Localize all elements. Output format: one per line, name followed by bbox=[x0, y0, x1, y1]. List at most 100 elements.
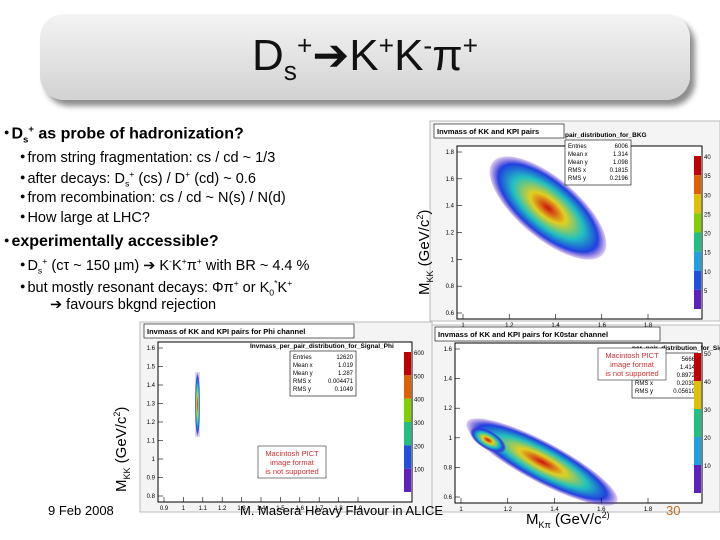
notice-text: is not supported bbox=[265, 467, 318, 476]
x-tick-label: 1.6 bbox=[598, 323, 607, 329]
notice-text: image format bbox=[610, 360, 655, 369]
stats-value: 0.1815 bbox=[610, 168, 629, 174]
y-tick-label: 1.6 bbox=[444, 347, 453, 353]
stats-label: Entries bbox=[293, 355, 312, 361]
color-scale bbox=[404, 398, 411, 422]
stats-value: 12620 bbox=[336, 355, 353, 361]
z-tick-label: 500 bbox=[414, 374, 425, 380]
sub-bullet: but mostly resonant decays: Φπ+ or K0*K+ bbox=[20, 278, 292, 298]
stats-value: 1.414 bbox=[680, 365, 696, 371]
stats-label: Mean x bbox=[293, 363, 313, 369]
stats-value: 0.2196 bbox=[610, 176, 629, 182]
stats-value: 0.004471 bbox=[328, 379, 354, 385]
stats-label: Mean y bbox=[568, 160, 588, 166]
stats-value: 0.8972 bbox=[677, 373, 696, 379]
page-number: 30 bbox=[666, 503, 681, 518]
stats-box bbox=[289, 350, 357, 397]
x-tick-label: 1.4 bbox=[257, 506, 266, 512]
y-tick-label: 1 bbox=[152, 457, 156, 463]
z-tick-label: 100 bbox=[414, 468, 425, 474]
footer-author: M. Masera Heavy Flavour in ALICE bbox=[240, 503, 444, 518]
color-scale bbox=[694, 381, 701, 409]
stats-value: 0.05619 bbox=[673, 389, 695, 395]
z-tick-label: 35 bbox=[704, 174, 711, 180]
notice-box bbox=[257, 445, 327, 479]
x-tick-label: 1.4 bbox=[550, 507, 559, 513]
stats-value: 5666 bbox=[682, 357, 696, 363]
stats-value: 1.287 bbox=[338, 371, 354, 377]
z-tick-label: 30 bbox=[704, 408, 711, 414]
x-tick-label: 1.8 bbox=[334, 506, 343, 512]
color-scale bbox=[694, 465, 701, 493]
stats-value: 6006 bbox=[615, 144, 629, 150]
x-tick-label: 1.9 bbox=[354, 506, 363, 512]
stats-label: RMS x bbox=[568, 168, 586, 174]
y-tick-label: 1.1 bbox=[147, 439, 156, 445]
color-scale bbox=[404, 468, 411, 492]
sub-bullet: Ds+ (cτ ~ 150 μm) ➔ K-K+π+ with BR ~ 4.4… bbox=[20, 256, 309, 276]
footer-date: 9 Feb 2008 bbox=[48, 503, 114, 518]
color-scale bbox=[694, 251, 701, 271]
color-scale bbox=[694, 175, 701, 195]
z-tick-label: 10 bbox=[704, 270, 711, 276]
sub-bullet: How large at LHC? bbox=[20, 210, 150, 226]
stats-label: RMS y bbox=[293, 387, 311, 393]
stats-label: Mean y bbox=[293, 371, 313, 377]
slide-title: Ds+➔K+K-π+ bbox=[252, 30, 478, 86]
notice-text: image format bbox=[270, 458, 315, 467]
x-tick-label: 1.5 bbox=[276, 506, 285, 512]
y-tick-label: 0.6 bbox=[444, 495, 453, 501]
z-tick-label: 50 bbox=[704, 352, 711, 358]
stats-label: RMS x bbox=[293, 379, 311, 385]
y-tick-label: 1.2 bbox=[444, 406, 453, 412]
stats-label: Entries bbox=[568, 144, 587, 150]
y-tick-label: 1 bbox=[449, 436, 453, 442]
x-tick-label: 1 bbox=[182, 506, 186, 512]
x-tick-label: 0.9 bbox=[160, 506, 169, 512]
color-scale bbox=[694, 232, 701, 252]
y-tick-label: 1.5 bbox=[147, 365, 156, 371]
x-tick-label: 1.4 bbox=[551, 323, 560, 329]
z-tick-label: 400 bbox=[414, 398, 425, 404]
color-scale bbox=[694, 353, 701, 381]
y-tick-label: 0.8 bbox=[444, 465, 453, 471]
z-tick-label: 40 bbox=[704, 155, 711, 161]
plot-title: Invmass of KK and KPI pairs bbox=[437, 127, 539, 136]
sub-bullet: ➔ favours bkgnd rejection bbox=[50, 297, 217, 313]
y-tick-label: 0.8 bbox=[446, 284, 455, 290]
y-tick-label: 1.4 bbox=[147, 383, 156, 389]
color-scale bbox=[694, 270, 701, 290]
x-tick-label: 1 bbox=[461, 323, 465, 329]
stats-label: RMS y bbox=[635, 389, 653, 395]
y-axis-label: MKK (GeV/c2) bbox=[112, 406, 132, 492]
z-tick-label: 20 bbox=[704, 436, 711, 442]
x-tick-label: 1.1 bbox=[199, 506, 208, 512]
stats-box bbox=[564, 139, 632, 186]
y-tick-label: 1.2 bbox=[446, 231, 455, 237]
plot-title: Invmass of KK and KPI pairs for Phi chan… bbox=[147, 327, 305, 336]
y-axis-label: MKK (GeV/c2) bbox=[415, 209, 435, 295]
bullet: Ds+ as probe of hadronization? bbox=[4, 124, 243, 146]
x-tick-label: 1.6 bbox=[597, 507, 606, 513]
scatter-blob bbox=[195, 372, 200, 437]
hist-name: Invmass_per_pair_distribution_for_Signal… bbox=[250, 343, 394, 350]
color-scale bbox=[694, 156, 701, 176]
y-tick-label: 1.6 bbox=[446, 177, 455, 183]
notice-text: Macintosh PICT bbox=[265, 449, 319, 458]
z-tick-label: 20 bbox=[704, 232, 711, 238]
stats-label: RMS x bbox=[635, 381, 653, 387]
y-tick-label: 1.2 bbox=[147, 420, 156, 426]
color-scale bbox=[694, 289, 701, 309]
z-tick-label: 40 bbox=[704, 380, 711, 386]
hist-name: per_pair_distribution_for_Signal bbox=[632, 345, 720, 352]
plot-title-box bbox=[434, 326, 661, 342]
stats-label: Mean x bbox=[568, 152, 588, 158]
stats-value: 1.314 bbox=[613, 152, 629, 158]
sub-bullet: after decays: Ds+ (cs) / D+ (cd) ~ 0.6 bbox=[20, 169, 255, 189]
x-tick-label: 1.8 bbox=[644, 323, 653, 329]
y-tick-label: 1.6 bbox=[147, 346, 156, 352]
stats-value: 1.098 bbox=[613, 160, 629, 166]
x-tick-label: 1.2 bbox=[505, 323, 514, 329]
x-tick-label: 1.2 bbox=[504, 507, 513, 513]
